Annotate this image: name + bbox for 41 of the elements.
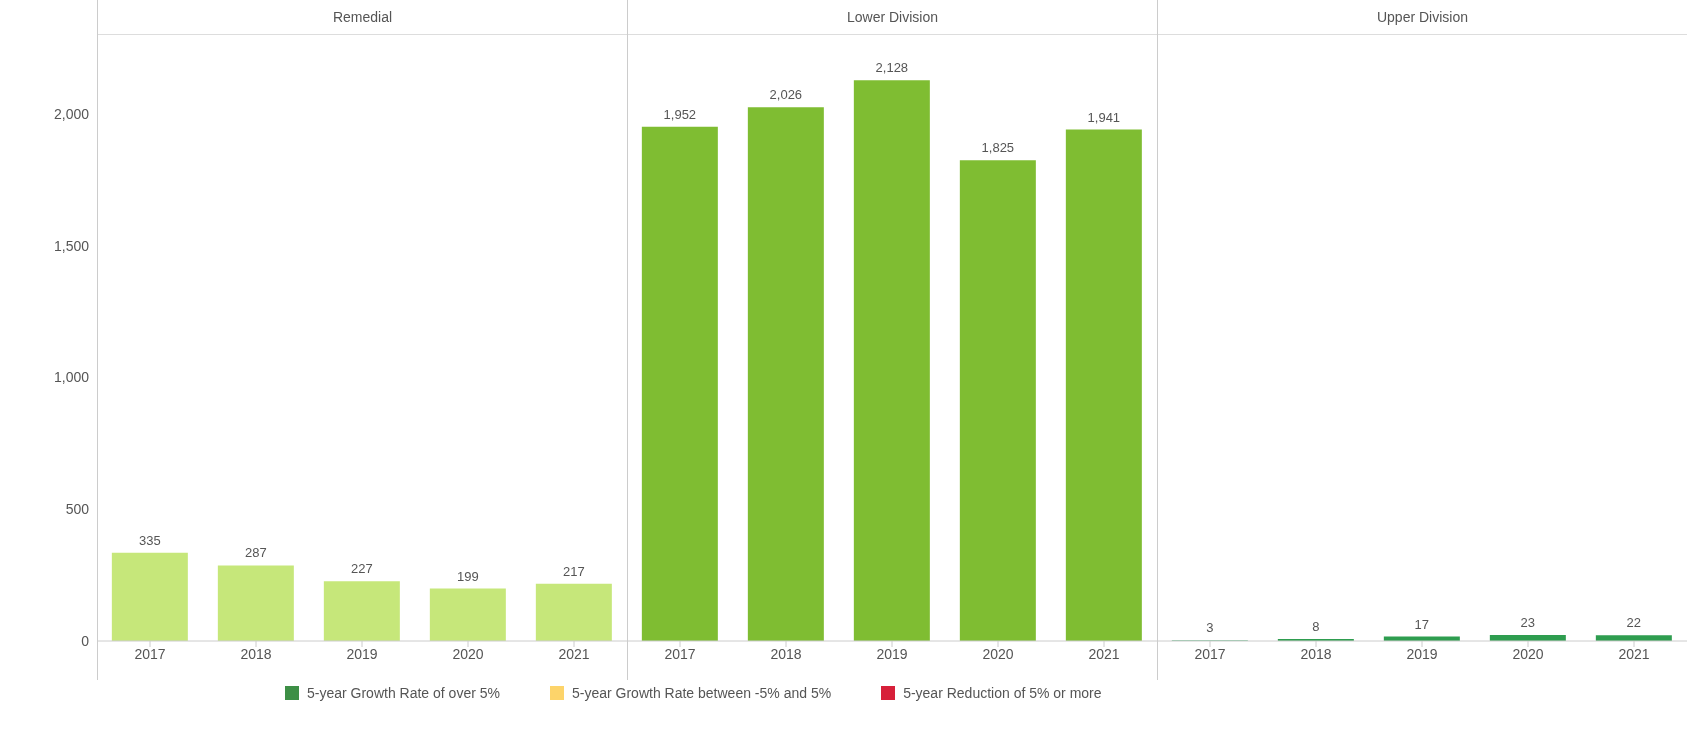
x-tick-label: 2021 [558, 645, 590, 662]
x-tick-label: 2017 [134, 645, 166, 662]
category-label: 5-year Growth Rate of over 5% [307, 685, 500, 701]
y-tick-label: 500 [65, 501, 90, 518]
x-tick-label: 2018 [240, 645, 272, 662]
y-tick-label: 1,000 [53, 369, 90, 386]
x-tick-label: 2017 [664, 645, 696, 662]
data-label: 1,941 [1087, 109, 1121, 125]
data-label: 199 [456, 568, 479, 584]
data-label: 3 [1206, 620, 1214, 636]
data-label: 2,026 [769, 87, 803, 103]
data-label: 17 [1414, 616, 1430, 632]
data-label: 1,825 [981, 140, 1015, 156]
y-tick-label: 1,500 [53, 237, 90, 254]
chart-title: Upper Division [1157, 0, 1687, 35]
x-tick-label: 2018 [770, 645, 802, 662]
data-label: 287 [244, 545, 267, 561]
x-tick-label: 2017 [1194, 645, 1226, 662]
data-label: 335 [138, 532, 161, 548]
chart-title: Lower Division [627, 0, 1157, 35]
data-label: 217 [562, 563, 585, 579]
data-label: 227 [350, 561, 373, 577]
chart-title: Remedial [97, 0, 627, 35]
x-tick-label: 2021 [1088, 645, 1120, 662]
x-tick-label: 2021 [1618, 645, 1650, 662]
x-tick-label: 2019 [876, 645, 908, 662]
data-label: 2,128 [875, 60, 909, 76]
x-tick-label: 2020 [1512, 645, 1544, 662]
y-tick-label: 2,000 [53, 106, 90, 123]
x-tick-label: 2020 [982, 645, 1014, 662]
x-tick-label: 2019 [346, 645, 378, 662]
y-tick-label: 0 [81, 632, 90, 649]
category-label: 5-year Reduction of 5% or more [903, 685, 1102, 701]
category-label: 5-year Growth Rate between -5% and 5% [571, 685, 832, 701]
x-tick-label: 2019 [1406, 645, 1438, 662]
data-label: 22 [1626, 615, 1642, 631]
data-label: 23 [1520, 614, 1536, 630]
data-label: 1,952 [663, 106, 697, 122]
x-tick-label: 2018 [1300, 645, 1332, 662]
x-tick-label: 2020 [452, 645, 484, 662]
data-label: 8 [1312, 618, 1320, 634]
